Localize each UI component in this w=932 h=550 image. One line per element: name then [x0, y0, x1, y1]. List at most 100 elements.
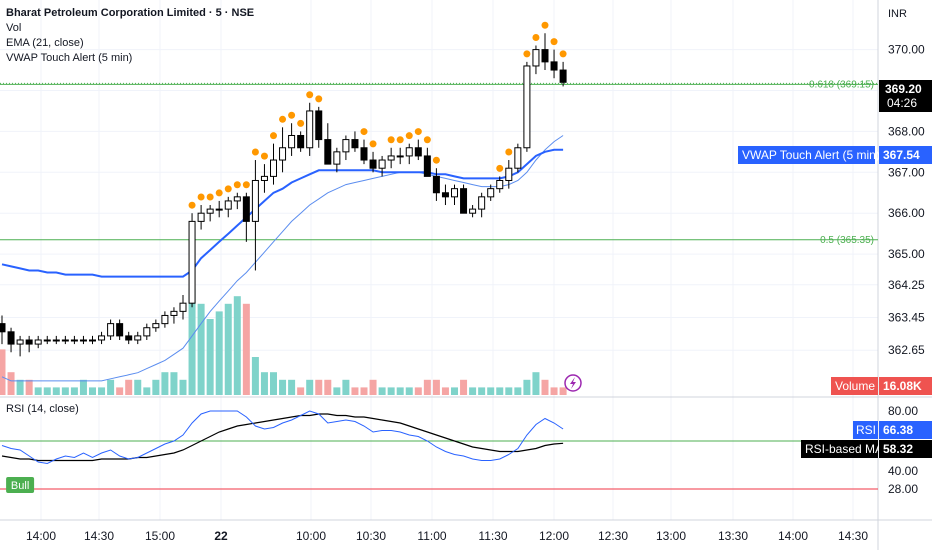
- volume-bar: [0, 349, 6, 395]
- candle-body: [70, 339, 78, 342]
- legend-ema[interactable]: EMA (21, close): [6, 37, 84, 49]
- candle-body: [315, 110, 323, 141]
- candle-body: [7, 331, 15, 345]
- legend-vol[interactable]: Vol: [6, 22, 22, 34]
- alert-dot: [414, 128, 422, 136]
- legend-vwap-alert[interactable]: VWAP Touch Alert (5 min): [6, 52, 133, 64]
- alert-dot: [197, 193, 205, 201]
- time-tick-label: 14:00: [778, 529, 808, 543]
- volume-bar: [405, 387, 413, 395]
- candle-body: [251, 179, 259, 222]
- candle-body: [116, 323, 124, 337]
- candle-body: [107, 323, 115, 337]
- candle-body: [478, 196, 486, 210]
- candle-body: [487, 188, 495, 198]
- volume-bar: [487, 387, 495, 395]
- time-tick-label: 14:30: [838, 529, 868, 543]
- alert-dot: [224, 185, 232, 193]
- alert-dot: [505, 148, 513, 156]
- rsi-label: RSI: [856, 423, 876, 437]
- alert-dot: [432, 156, 440, 164]
- vwap-value-tag: 367.54: [883, 148, 920, 162]
- price-tag-box: [879, 80, 932, 112]
- candle-body: [369, 159, 377, 169]
- rsi-value-tag: 66.38: [883, 423, 913, 437]
- candle-body: [333, 151, 341, 165]
- volume-label: Volume: [835, 379, 875, 393]
- volume-label-box: [831, 377, 878, 395]
- alert-dot: [369, 140, 377, 148]
- alert-dot: [270, 132, 277, 140]
- candle-body: [514, 147, 522, 169]
- alert-dot: [188, 201, 196, 209]
- volume-bar: [396, 387, 404, 395]
- volume-bar: [25, 379, 33, 395]
- chart-legend: Bharat Petroleum Corporation Limited · 5…: [6, 6, 254, 66]
- volume-bar: [451, 387, 458, 395]
- rsi-legend[interactable]: RSI (14, close): [6, 403, 79, 415]
- candle-body: [197, 212, 205, 222]
- time-tick-label: 10:30: [356, 529, 386, 543]
- alert-dot: [251, 148, 259, 156]
- volume-bar: [279, 379, 287, 395]
- volume-bar: [52, 387, 60, 395]
- rsi-label-box: [853, 421, 878, 439]
- volume-bar: [7, 372, 15, 395]
- candle-body: [387, 155, 395, 161]
- candle-body: [170, 310, 178, 316]
- candle-body: [451, 188, 458, 198]
- candle-body: [152, 323, 160, 329]
- volume-bar: [333, 387, 341, 395]
- volume-bar: [70, 387, 78, 395]
- rsi-line: [1, 410, 564, 465]
- candle-body: [396, 155, 404, 158]
- rsi-ma-label: RSI-based MA: [805, 442, 883, 456]
- candle-body: [89, 339, 96, 342]
- candle-body: [143, 327, 151, 337]
- candle-body: [43, 339, 51, 342]
- alert-dot: [315, 95, 323, 103]
- volume-bar: [188, 288, 196, 395]
- alert-dot: [523, 50, 531, 58]
- time-tick-label: 14:30: [84, 529, 114, 543]
- volume-bar: [532, 372, 540, 395]
- alert-dot: [297, 119, 305, 127]
- candle-body: [550, 61, 558, 71]
- candle-body: [360, 147, 368, 161]
- time-tick-label: 11:30: [478, 529, 507, 543]
- volume-bar: [460, 379, 468, 395]
- volume-bar: [98, 387, 106, 395]
- volume-bar: [134, 379, 142, 395]
- rsi-value-tag-box: [879, 421, 932, 439]
- time-tick-label: 13:00: [656, 529, 686, 543]
- rsi-ma-label-box: [801, 440, 878, 458]
- volume-bar: [116, 387, 124, 395]
- volume-bar: [541, 379, 549, 395]
- rsi-ma-value-tag-box: [879, 440, 932, 458]
- candle-body: [25, 339, 33, 345]
- alert-dot: [387, 136, 395, 144]
- volume-bar: [306, 379, 314, 395]
- candle-body: [34, 339, 42, 345]
- candle-body: [505, 167, 513, 181]
- candle-body: [460, 188, 468, 214]
- volume-bar: [260, 372, 268, 395]
- volume-bar: [514, 387, 522, 395]
- time-tick-label: 13:30: [718, 529, 748, 543]
- alert-dot: [242, 181, 250, 189]
- volume-bar: [432, 379, 440, 395]
- candle-body: [242, 196, 250, 222]
- price-tick-label: 365.00: [888, 247, 925, 261]
- volume-bar: [414, 387, 422, 395]
- candle-body: [496, 179, 504, 190]
- candle-body: [532, 49, 540, 67]
- time-tick-label: 15:00: [145, 529, 175, 543]
- candle-body: [297, 134, 305, 149]
- candle-body: [188, 220, 196, 304]
- currency-label[interactable]: INR: [888, 8, 907, 20]
- candle-body: [16, 339, 24, 345]
- volume-bar: [143, 387, 151, 395]
- price-tick-label: 362.65: [888, 343, 925, 357]
- price-tick-label: 370.00: [888, 43, 925, 57]
